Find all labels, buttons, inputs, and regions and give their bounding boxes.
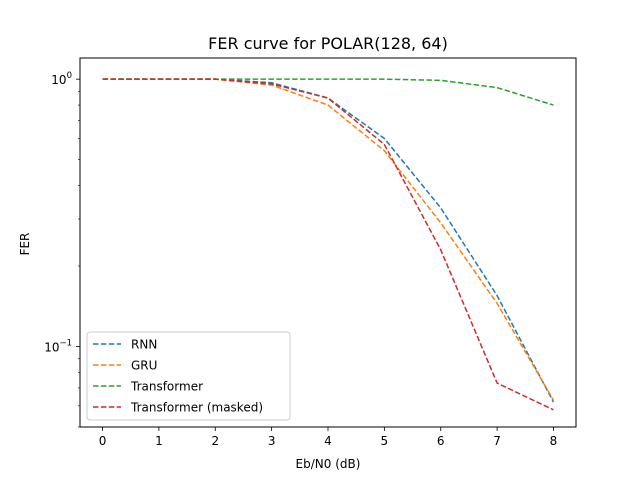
legend-label-1: GRU [131, 359, 157, 373]
series-line-3 [102, 78, 554, 411]
x-tick-label: 7 [493, 434, 501, 448]
chart-title: FER curve for POLAR(128, 64) [208, 34, 448, 53]
legend-label-3: Transformer (masked) [130, 401, 263, 415]
legend-label-2: Transformer [130, 380, 203, 394]
x-tick-label: 5 [381, 434, 389, 448]
x-tick-label: 2 [211, 434, 219, 448]
y-axis-label: FER [18, 233, 32, 256]
x-tick-label: 3 [268, 434, 276, 448]
plot-lines [102, 78, 555, 411]
x-tick-label: 6 [437, 434, 445, 448]
legend-frame [86, 331, 291, 421]
x-axis-ticks: 0 1 2 3 4 5 6 7 8 [99, 427, 558, 448]
x-axis-label: Eb/N0 (dB) [296, 457, 361, 471]
legend: RNN GRU Transformer Transformer (masked) [86, 331, 291, 421]
x-tick-label: 4 [324, 434, 332, 448]
x-tick-label: 0 [99, 434, 107, 448]
legend-label-0: RNN [131, 338, 157, 352]
x-tick-label: 1 [155, 434, 163, 448]
x-tick-label: 8 [550, 434, 558, 448]
